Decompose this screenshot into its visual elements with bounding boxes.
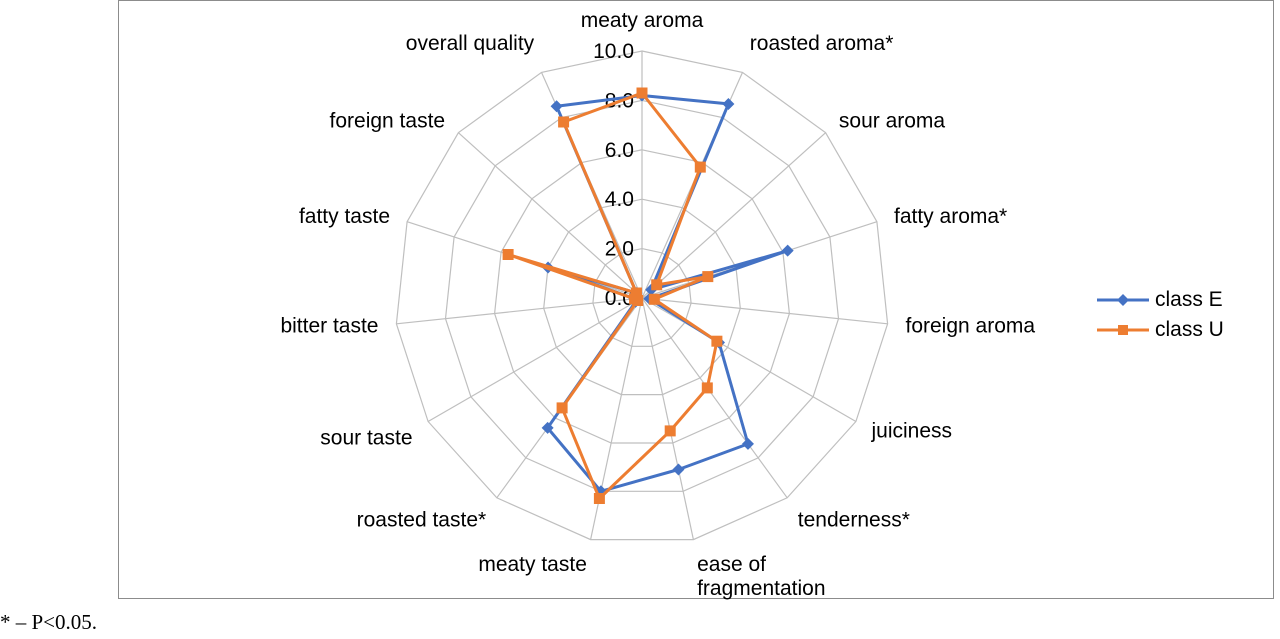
radar-grid: [395, 50, 889, 541]
point-class-e-overall-quality: [550, 100, 563, 113]
legend-label-class-e: class E: [1155, 288, 1223, 311]
legend-swatch-class-e: [1097, 294, 1149, 306]
point-class-u-foreign-taste: [631, 287, 642, 299]
series-class-u: [502, 87, 723, 504]
axis-label-meaty-aroma: meaty aroma: [581, 9, 704, 32]
spoke-foreign-aroma: [641, 297, 888, 325]
point-class-u-foreign-aroma: [648, 293, 660, 305]
legend-item-class-e: class E: [1095, 287, 1255, 313]
point-class-u-roasted-taste: [556, 402, 568, 414]
point-class-e-fatty-aroma: [781, 244, 794, 257]
spoke-foreign-taste: [457, 132, 643, 299]
point-class-e-ease-of-fragmentation: [672, 463, 685, 476]
point-class-e-roasted-aroma: [722, 97, 735, 110]
point-class-u-ease-of-fragmentation: [664, 425, 676, 437]
point-class-e-tenderness: [741, 437, 754, 450]
axis-label-sour-taste: sour taste: [320, 427, 412, 450]
point-class-u-overall-quality: [558, 116, 570, 128]
point-class-u-meaty-aroma: [636, 87, 648, 99]
point-class-u-fatty-aroma: [702, 271, 714, 283]
point-class-u-meaty-taste: [593, 493, 605, 504]
point-class-u-fatty-taste: [502, 249, 514, 260]
tick-label: 0.0: [605, 287, 634, 310]
footnote: * – P<0.05.: [0, 610, 98, 634]
grid-ring-3: [493, 149, 791, 444]
axis-label-fatty-aroma: fatty aroma*: [894, 205, 1007, 228]
point-class-u-tenderness: [701, 382, 713, 394]
spoke-sour-taste: [427, 297, 643, 423]
axis-label-sour-aroma: sour aroma: [839, 110, 946, 133]
point-class-e-roasted-taste: [541, 421, 554, 434]
spoke-sour-aroma: [641, 132, 827, 299]
legend-label-class-u: class U: [1155, 318, 1224, 341]
axis-label-roasted-aroma: roasted aroma*: [750, 32, 894, 55]
axis-label-foreign-taste: foreign taste: [330, 110, 446, 133]
legend: class E class U: [1095, 287, 1255, 347]
tick-label: 6.0: [605, 139, 634, 162]
tick-label: 4.0: [605, 188, 634, 211]
axis-label-juiciness: juiciness: [871, 420, 953, 443]
axis-label-foreign-aroma: foreign aroma: [906, 315, 1036, 338]
axis-label-overall-quality: overall quality: [406, 32, 535, 55]
legend-swatch-class-u: [1097, 325, 1149, 335]
radar-axis-labels: meaty aroma roasted aroma* sour aroma fatty…: [280, 9, 1035, 600]
series-line-class-u: [506, 91, 719, 500]
spoke-tenderness: [641, 297, 788, 499]
point-class-u-juiciness: [711, 335, 723, 347]
tick-label: 10.0: [593, 40, 634, 63]
spoke-juiciness: [641, 297, 857, 423]
point-class-u-sour-aroma: [651, 279, 663, 291]
radar-series: [502, 87, 794, 504]
axis-label-bitter-taste: bitter taste: [280, 315, 378, 338]
spoke-bitter-taste: [396, 297, 643, 325]
point-class-u-roasted-aroma: [694, 161, 706, 173]
axis-label-ease-of-fragmentation: ease of fragmentation: [697, 553, 825, 600]
grid-ring-5: [395, 50, 889, 541]
grid-ring-1: [592, 247, 692, 347]
grid-ring-2: [543, 198, 741, 396]
axis-label-fatty-taste: fatty taste: [299, 205, 390, 228]
spoke-ease-of-fragmentation: [641, 297, 694, 540]
grid-ring-4: [444, 99, 840, 492]
axis-label-roasted-taste: roasted taste*: [357, 508, 487, 531]
axis-label-tenderness: tenderness*: [798, 508, 910, 531]
legend-item-class-u: class U: [1095, 317, 1255, 343]
point-class-u-bitter-taste: [629, 293, 641, 305]
axis-label-meaty-taste: meaty taste: [478, 553, 587, 576]
